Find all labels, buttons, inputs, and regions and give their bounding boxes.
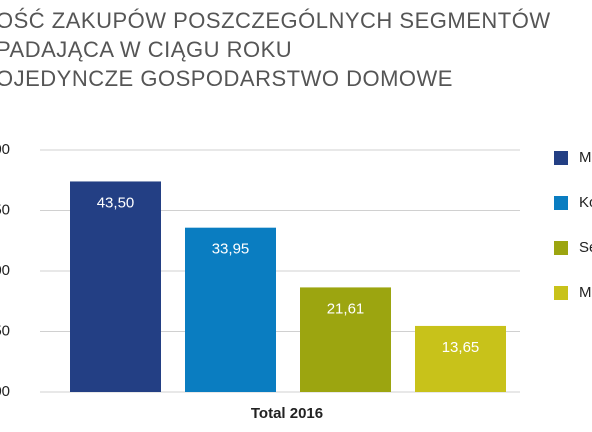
- bar: [300, 287, 391, 392]
- legend-label: Se: [579, 239, 592, 256]
- legend-label: M: [579, 284, 592, 301]
- y-tick-label: 50: [0, 201, 10, 218]
- y-tick-label: 00: [0, 262, 10, 279]
- data-label: 13,65: [442, 339, 480, 356]
- legend-label: M: [579, 149, 592, 166]
- chart-title: OJEDYNCZE GOSPODARSTWO DOMOWE: [0, 66, 453, 91]
- data-label: 43,50: [97, 194, 135, 211]
- chart-title: PADAJĄCA W CIĄGU ROKU: [0, 37, 292, 62]
- data-label: 21,61: [327, 300, 365, 317]
- bar: [70, 181, 161, 392]
- legend-swatch: [554, 151, 568, 165]
- legend-swatch: [554, 241, 568, 255]
- y-tick-label: 00: [0, 383, 10, 400]
- chart-title: OŚĆ ZAKUPÓW POSZCZEGÓLNYCH SEGMENTÓW: [0, 8, 551, 33]
- data-label: 33,95: [212, 241, 250, 258]
- legend-swatch: [554, 196, 568, 210]
- bar: [185, 227, 276, 392]
- y-tick-label: 00: [0, 141, 10, 158]
- legend-label: Ko: [579, 194, 592, 211]
- y-tick-label: 50: [0, 322, 10, 339]
- bar: [415, 325, 506, 392]
- x-tick-label: Total 2016: [251, 405, 323, 422]
- legend-swatch: [554, 286, 568, 300]
